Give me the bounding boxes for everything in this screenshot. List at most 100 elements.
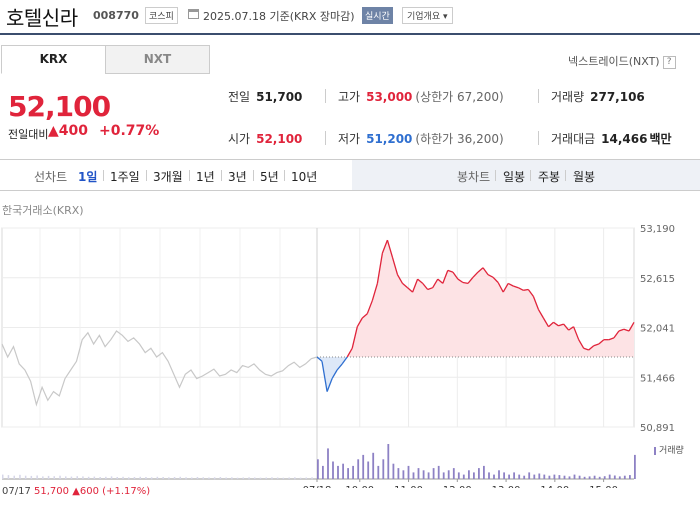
volume-bar [608,474,611,479]
volume-bar [473,472,475,479]
volume-bar [629,475,631,479]
volume-bar [357,459,360,479]
x-tick-label: 11:00 [394,485,423,488]
lower-limit: (하한가 36,200) [415,132,504,146]
stat-value: 53,000 [366,90,413,104]
stock-header: 호텔신라 008770 코스피 2025.07.18 기준(KRX 장마감) 실… [0,0,700,32]
volume-bar [342,463,344,479]
volume-bar-prev [202,477,204,480]
stat-value: 14,466 [601,132,648,146]
price-chart: 53,190 52,615 52,041 51,466 50,891 07/18 10:00… [1,224,675,488]
candle-weekly[interactable]: 주봉 [538,170,561,184]
line-chart-label: 선차트 [34,170,68,184]
volume-bar-prev [185,477,187,480]
volume-bar [352,465,354,479]
price-segment [361,313,368,319]
price-segment [623,328,630,332]
volume-bar-prev [30,475,33,479]
volume-bar [432,468,435,479]
volume-bar [382,459,385,479]
volume-bar-prev [173,477,176,479]
volume-bar-prev [299,477,302,479]
header-divider [0,33,700,35]
period-1w[interactable]: 1주일 [110,170,140,184]
divider [565,170,566,181]
volume-bar-prev [19,474,21,479]
volume-bar-prev [99,477,101,479]
volume-bar-prev [65,476,67,479]
volume-legend: 거래량 [654,443,684,456]
volume-bar [452,468,455,479]
price-segment [432,278,439,289]
period-10y[interactable]: 10년 [291,170,318,184]
price-segment [618,328,625,332]
volume-bar-prev [191,477,193,479]
price-segment [467,276,474,284]
diff-rate: +0.77% [99,123,160,139]
stat-value: 51,200 [366,132,413,146]
prev-diff-label: 전일대비 [8,128,49,141]
candle-monthly[interactable]: 월봉 [573,170,596,184]
volume-bar [427,472,430,479]
price-segment [532,296,540,310]
volume-legend-label: 거래량 [659,446,684,456]
company-overview-dropdown[interactable]: 기업개요 ▾ [402,7,453,24]
volume-bar-prev [305,477,307,479]
volume-bar-prev [116,477,118,479]
divider [495,170,496,181]
price-segment [341,356,348,365]
volume-bar [553,474,556,479]
volume-bar-prev [288,477,290,479]
stat-value: 52,100 [256,132,303,146]
nextrade-label: 넥스트레이드(NXT)? [568,53,676,69]
calendar-icon [188,9,199,19]
chart-source: 한국거래소(KRX) [2,204,84,217]
stat-low: 저가 51,200 (하한가 36,200) [338,130,504,147]
period-3y[interactable]: 3년 [228,170,247,184]
volume-bar [613,475,616,479]
volume-legend-swatch [654,446,656,455]
prev-rate: (+1.17%) [102,486,151,497]
tab-nxt[interactable]: NXT [105,45,210,74]
volume-bar-prev [259,477,262,479]
volume-bar-prev [76,476,78,479]
diff-value: ▲400 [48,123,88,139]
period-1d[interactable]: 1일 [78,170,98,184]
volume-bar [483,465,485,479]
volume-bar [533,474,536,479]
price-segment [572,326,580,340]
volume-bar [528,472,531,479]
period-3m[interactable]: 3개월 [153,170,183,184]
volume-bar [593,475,596,479]
x-tick-label: 07/18 [303,485,332,488]
period-1y[interactable]: 1년 [196,170,215,184]
price-segment [462,281,469,285]
candle-daily[interactable]: 일봉 [503,170,526,184]
realtime-button[interactable]: 실시간 [362,7,393,24]
price-segment [371,283,379,301]
volume-bar-prev [87,476,90,479]
price-segment [316,356,323,362]
volume-bar-prev [179,476,181,479]
volume-bar [387,444,390,479]
volume-bar-prev [213,477,216,480]
price-segment [321,361,328,392]
volume-bar [362,454,365,479]
volume-bar [583,476,586,479]
volume-bar-prev [36,475,38,479]
volume-bar-prev [254,477,256,479]
volume-bar [588,476,591,479]
volume-bar [397,468,400,479]
price-segment [437,278,444,284]
tab-krx[interactable]: KRX [1,45,106,74]
stat-value: 277,106 [590,90,645,104]
volume-bar [503,472,505,479]
stat-label: 고가 [338,90,361,104]
period-5y[interactable]: 5년 [260,170,279,184]
divider [538,131,539,145]
volume-bar-prev [53,476,55,479]
help-icon[interactable]: ? [662,55,676,69]
price-segment [497,282,504,293]
volume-bar [543,474,546,479]
volume-bar [573,474,576,479]
